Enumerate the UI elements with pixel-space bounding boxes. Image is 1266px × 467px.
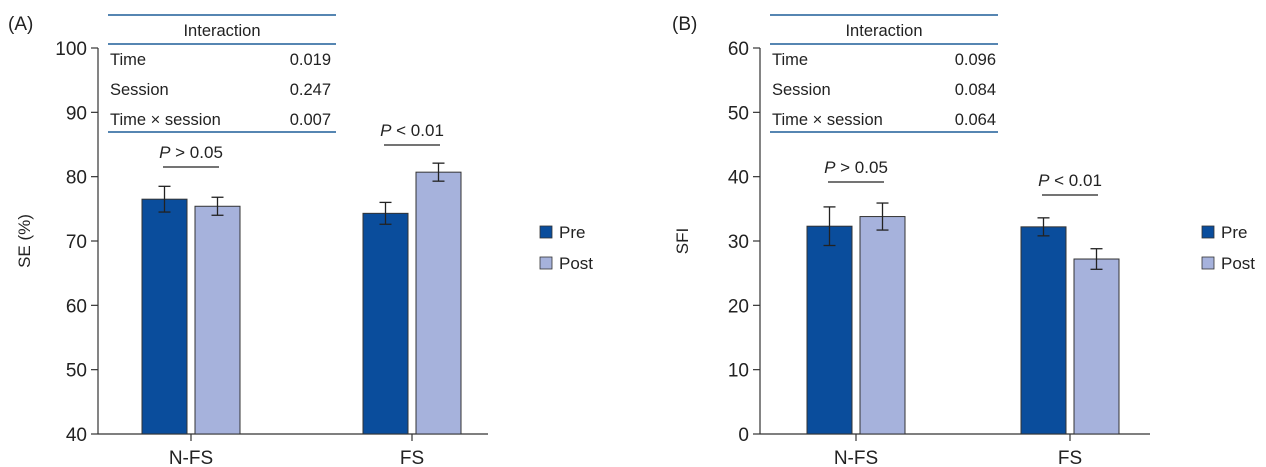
table-row-value: 0.084	[955, 81, 996, 99]
panel-label: (A)	[8, 14, 33, 35]
table-title: Interaction	[183, 22, 260, 40]
table-row-label: Session	[110, 81, 169, 99]
p-value: < 0.01	[391, 121, 443, 140]
significance-label: P > 0.05	[824, 158, 888, 177]
y-tick-label: 80	[66, 168, 87, 189]
table-row-value: 0.019	[290, 51, 331, 69]
legend-swatch-pre	[1201, 225, 1215, 239]
p-symbol: P	[159, 143, 171, 162]
legend-label: Post	[559, 254, 593, 273]
p-value: < 0.01	[1049, 171, 1101, 190]
y-tick-label: 40	[66, 425, 87, 446]
table-row-label: Time	[772, 51, 808, 69]
legend-label: Post	[1221, 254, 1255, 273]
table-row-label: Time	[110, 51, 146, 69]
y-tick-label: 0	[738, 425, 749, 446]
legend-swatch-pre	[539, 225, 553, 239]
y-tick-label: 100	[55, 39, 87, 60]
bar-pre-fs	[362, 212, 409, 435]
y-axis-label: SE (%)	[15, 214, 34, 268]
significance-label: P < 0.01	[1038, 171, 1102, 190]
bar-post-fs	[1073, 258, 1120, 435]
bar-post-n-fs	[194, 205, 241, 435]
legend-swatch-post	[539, 256, 553, 270]
p-symbol: P	[1038, 171, 1050, 190]
y-tick-label: 60	[728, 39, 749, 60]
x-tick-label: FS	[1058, 448, 1082, 467]
y-tick-label: 70	[66, 232, 87, 253]
table-row-label: Session	[772, 81, 831, 99]
x-tick-label: N-FS	[834, 448, 878, 467]
bar-post-n-fs	[859, 216, 906, 435]
panel-a: (A) 40 50 60 70 80 90 100 SE (%) N-FS P > 0.05 FS P …	[8, 14, 593, 467]
table-row-label: Time × session	[110, 111, 221, 129]
x-tick-label: FS	[400, 448, 424, 467]
y-tick-label: 90	[66, 103, 87, 124]
panel-label: (B)	[672, 14, 697, 35]
significance-label: P < 0.01	[380, 121, 444, 140]
significance-label: P > 0.05	[159, 143, 223, 162]
p-value: > 0.05	[170, 143, 222, 162]
y-axis-label: SFI	[673, 228, 692, 254]
y-tick-label: 40	[728, 168, 749, 189]
y-tick-label: 20	[728, 296, 749, 317]
bar-pre-fs	[1020, 226, 1067, 435]
legend-label: Pre	[559, 223, 585, 242]
p-symbol: P	[824, 158, 836, 177]
legend-label: Pre	[1221, 223, 1247, 242]
legend-swatch-post	[1201, 256, 1215, 270]
y-tick-label: 30	[728, 232, 749, 253]
p-symbol: P	[380, 121, 392, 140]
table-row-label: Time × session	[772, 111, 883, 129]
table-row-value: 0.096	[955, 51, 996, 69]
bar-pre-n-fs	[141, 198, 188, 435]
table-row-value: 0.247	[290, 81, 331, 99]
p-value: > 0.05	[835, 158, 887, 177]
panel-b: (B) 0 10 20 30 40 50 60 SFI N-FS P > 0.05 FS P < 0.0…	[672, 14, 1255, 467]
table-row-value: 0.007	[290, 111, 331, 129]
y-tick-label: 50	[728, 103, 749, 124]
y-tick-label: 10	[728, 361, 749, 382]
y-tick-label: 50	[66, 361, 87, 382]
bar-pre-n-fs	[806, 225, 853, 435]
y-tick-label: 60	[66, 296, 87, 317]
table-row-value: 0.064	[955, 111, 996, 129]
x-tick-label: N-FS	[169, 448, 213, 467]
table-title: Interaction	[845, 22, 922, 40]
bar-post-fs	[415, 171, 462, 435]
